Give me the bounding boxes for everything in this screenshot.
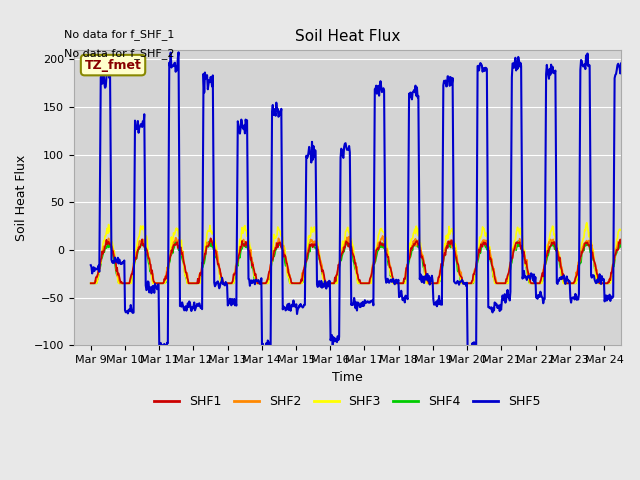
SHF3 (279, 235, 287, 240)
SHF2 (151, 280, 159, 286)
SHF5 (87, 262, 95, 268)
SHF1 (452, 254, 460, 260)
SHF4 (300, 272, 307, 278)
SHF3 (151, 280, 159, 286)
SHF3 (87, 280, 95, 286)
SHF3 (452, 241, 460, 247)
Line: SHF4: SHF4 (91, 240, 638, 283)
SHF3 (421, 272, 429, 278)
SHF2 (300, 269, 307, 275)
Title: Soil Heat Flux: Soil Heat Flux (294, 29, 400, 44)
SHF5 (453, 279, 461, 285)
Text: No data for f_SHF_1: No data for f_SHF_1 (64, 29, 174, 40)
SHF3 (252, 280, 259, 286)
Y-axis label: Soil Heat Flux: Soil Heat Flux (15, 155, 28, 240)
SHF4 (412, 238, 420, 243)
SHF4 (151, 280, 159, 286)
SHF1 (634, 280, 640, 286)
SHF5 (301, 302, 308, 308)
Text: TZ_fmet: TZ_fmet (84, 59, 141, 72)
SHF5 (422, 277, 430, 283)
SHF1 (207, 235, 214, 241)
SHF2 (87, 280, 95, 286)
SHF4 (252, 280, 259, 286)
SHF5 (151, 281, 159, 287)
SHF2 (422, 268, 429, 274)
SHF2 (279, 247, 287, 253)
SHF2 (634, 280, 640, 286)
SHF4 (422, 272, 429, 277)
SHF1 (300, 266, 308, 272)
SHF4 (452, 257, 460, 263)
SHF5 (253, 278, 260, 284)
Text: No data for f_SHF_2: No data for f_SHF_2 (64, 48, 175, 59)
SHF4 (87, 280, 95, 286)
SHF1 (280, 251, 287, 256)
SHF4 (279, 245, 287, 251)
SHF5 (634, 275, 640, 281)
Legend: SHF1, SHF2, SHF3, SHF4, SHF5: SHF1, SHF2, SHF3, SHF4, SHF5 (149, 390, 546, 413)
SHF2 (252, 274, 259, 279)
SHF1 (422, 267, 429, 273)
SHF5 (280, 304, 288, 310)
SHF1 (151, 280, 159, 286)
SHF3 (634, 280, 640, 286)
SHF5 (258, 348, 266, 354)
SHF2 (452, 252, 460, 258)
X-axis label: Time: Time (332, 371, 363, 384)
Line: SHF1: SHF1 (91, 238, 638, 283)
SHF1 (253, 276, 260, 281)
SHF3 (300, 274, 307, 279)
SHF2 (379, 233, 387, 239)
SHF5 (175, 49, 182, 55)
Line: SHF5: SHF5 (91, 52, 638, 351)
SHF1 (87, 280, 95, 286)
SHF4 (634, 280, 640, 286)
SHF3 (583, 220, 591, 226)
Line: SHF2: SHF2 (91, 236, 638, 283)
Line: SHF3: SHF3 (91, 223, 638, 283)
